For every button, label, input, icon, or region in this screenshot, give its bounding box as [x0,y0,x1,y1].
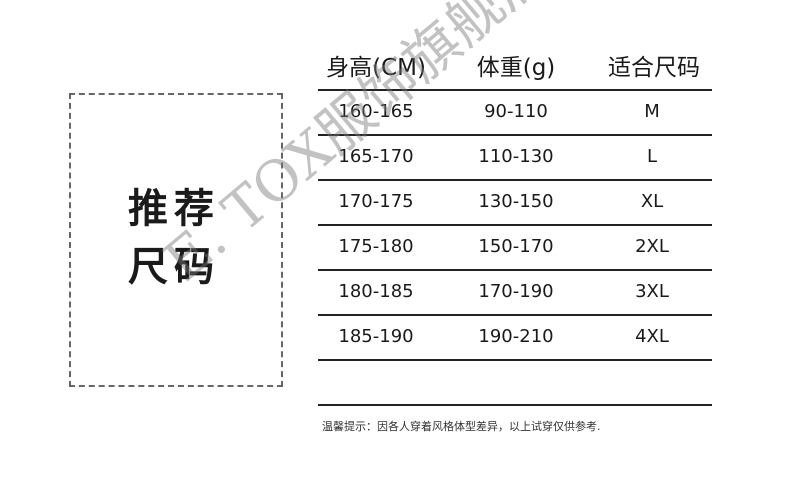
row-divider [318,359,712,361]
table-cell: 175-180 [338,236,414,257]
note-text: 温馨提示：因各人穿着风格体型差异，以上试穿仅供参考. [322,420,601,433]
row-divider [318,314,712,316]
header-weight: 体重(g) [476,55,556,81]
label-line-2: 尺码 [128,244,220,290]
label-line-1: 推荐 [128,186,220,232]
row-divider [318,269,712,271]
table-cell: 165-170 [338,146,414,167]
row-divider [318,404,712,406]
row-divider [318,179,712,181]
recommended-size-label: 推荐 尺码 [128,180,220,296]
table-cell: 4XL [635,326,669,347]
table-cell: 160-165 [338,101,414,122]
row-divider [318,134,712,136]
table-cell: 180-185 [338,281,414,302]
table-cell: 150-170 [478,236,554,257]
table-cell: 130-150 [478,191,554,212]
table-cell: 90-110 [484,101,548,122]
table-cell: 170-175 [338,191,414,212]
table-cell: L [646,146,658,167]
label-box [69,93,283,387]
table-cell: 190-210 [478,326,554,347]
table-cell: 185-190 [338,326,414,347]
row-divider [318,89,712,91]
table-cell: 170-190 [478,281,554,302]
row-divider [318,224,712,226]
table-cell: 2XL [635,236,669,257]
header-height: 身高(CM) [326,55,426,81]
header-size: 适合尺码 [608,55,700,81]
table-cell: XL [640,191,664,212]
table-cell: 110-130 [478,146,554,167]
table-cell: 3XL [635,281,669,302]
table-cell: M [644,101,660,122]
